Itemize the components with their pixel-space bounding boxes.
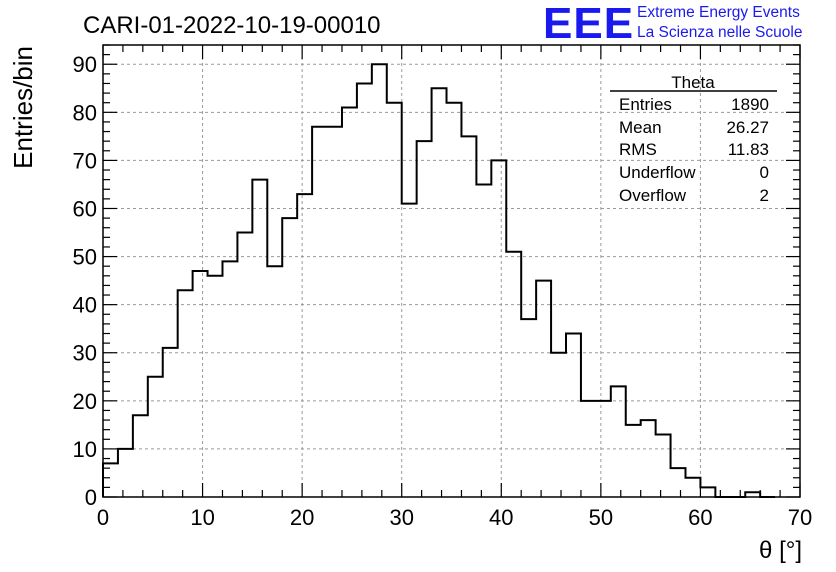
x-tick-label: 10 xyxy=(190,505,214,530)
y-tick-label: 80 xyxy=(73,100,97,125)
grid-lines xyxy=(103,45,800,497)
x-axis-label: θ [°] xyxy=(759,537,802,564)
y-tick-label: 10 xyxy=(73,437,97,462)
eee-logo-mark: EEE xyxy=(543,0,635,48)
y-tick-label: 30 xyxy=(73,341,97,366)
eee-logo-text: Extreme Energy Events La Scienza nelle S… xyxy=(637,3,802,43)
x-tick-label: 0 xyxy=(97,505,109,530)
x-tick-label: 50 xyxy=(589,505,613,530)
x-tick-label: 40 xyxy=(489,505,513,530)
stats-value-underflow: 0 xyxy=(760,163,769,182)
x-tick-label: 70 xyxy=(788,505,812,530)
stats-label-entries: Entries xyxy=(619,95,672,114)
y-tick-label: 0 xyxy=(85,485,97,510)
stats-value-overflow: 2 xyxy=(760,186,769,205)
x-tick-label: 30 xyxy=(389,505,413,530)
y-axis-label: Entries/bin xyxy=(8,46,38,169)
x-tick-label: 60 xyxy=(688,505,712,530)
eee-logo-line1: Extreme Energy Events xyxy=(637,4,800,21)
y-tick-label: 20 xyxy=(73,389,97,414)
y-tick-label: 50 xyxy=(73,245,97,270)
stats-value-entries: 1890 xyxy=(731,95,769,114)
y-tick-label: 70 xyxy=(73,148,97,173)
eee-logo-line2: La Scienza nelle Scuole xyxy=(637,24,803,41)
stats-label-overflow: Overflow xyxy=(619,186,687,205)
histogram-outline xyxy=(102,63,776,498)
chart-title: CARI-01-2022-10-19-00010 xyxy=(83,12,381,39)
stats-value-mean: 26.27 xyxy=(726,118,769,137)
y-tick-label: 40 xyxy=(73,293,97,318)
y-tick-label: 60 xyxy=(73,196,97,221)
stats-box-title: Theta xyxy=(671,73,715,92)
plot-frame xyxy=(102,44,801,498)
stats-label-underflow: Underflow xyxy=(619,163,696,182)
stats-label-rms: RMS xyxy=(619,140,657,159)
x-tick-label: 20 xyxy=(290,505,314,530)
y-tick-label: 90 xyxy=(73,52,97,77)
stats-label-mean: Mean xyxy=(619,118,662,137)
x-axis-ticks: 0 10 20 30 40 50 60 70 xyxy=(97,45,812,530)
stats-box: Theta Entries 1890 Mean 26.27 RMS 11.83 … xyxy=(610,73,777,205)
stats-value-rms: 11.83 xyxy=(728,140,769,159)
